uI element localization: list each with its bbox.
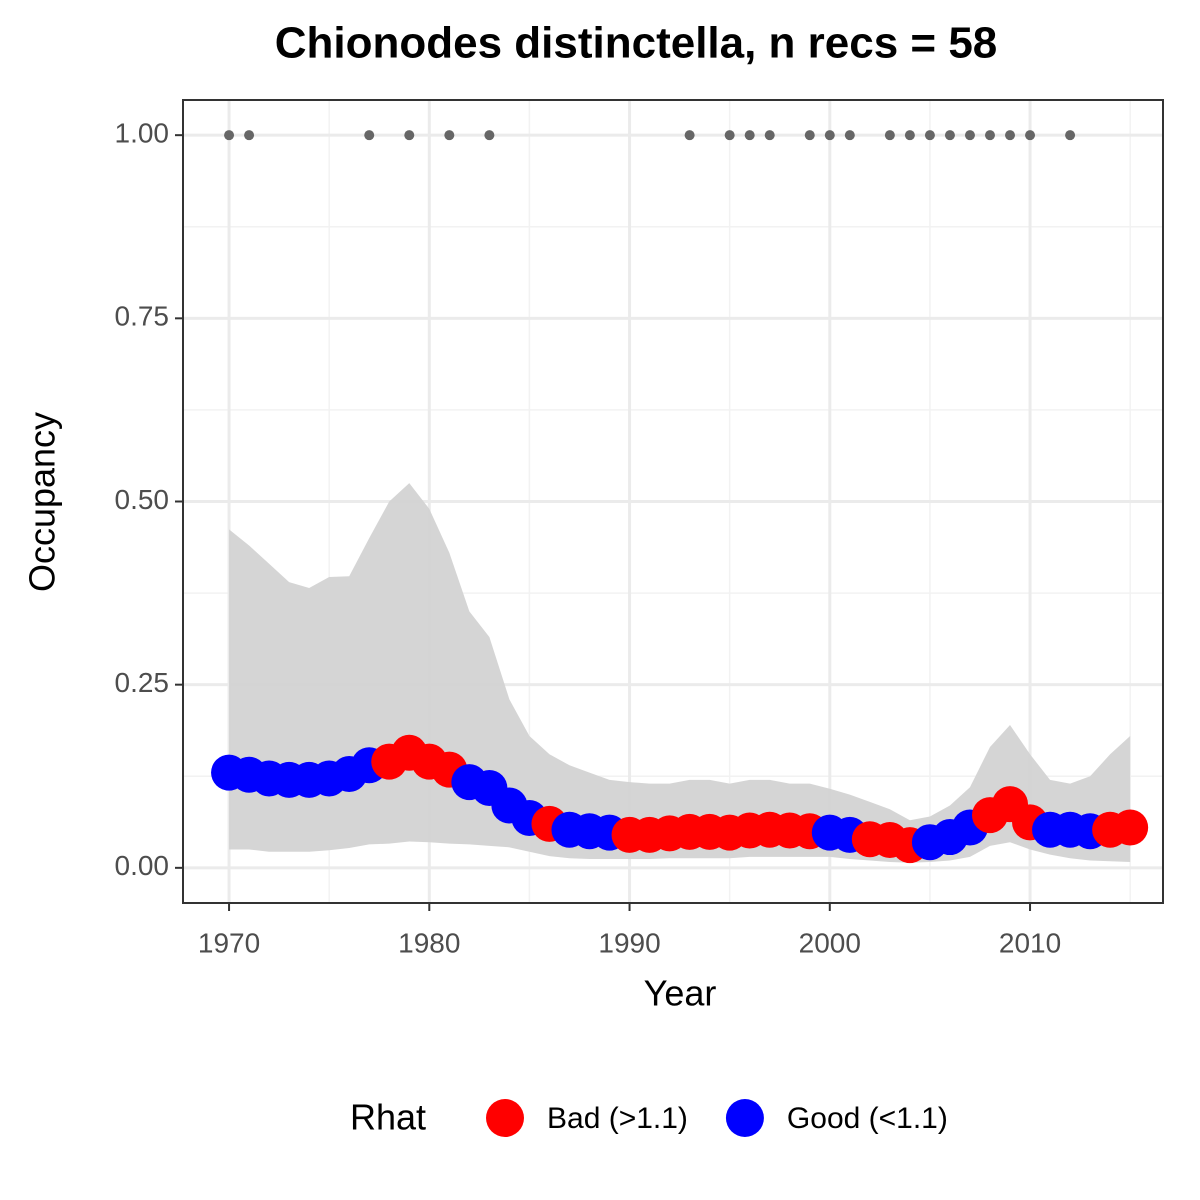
detection-point	[844, 130, 855, 141]
detection-point	[964, 130, 975, 141]
x-tick-label: 2010	[999, 927, 1061, 958]
legend-title: Rhat	[350, 1097, 426, 1138]
detection-point	[404, 130, 415, 141]
detection-point	[824, 130, 835, 141]
chart-title: Chionodes distinctella, n recs = 58	[275, 19, 998, 68]
detection-point	[984, 130, 995, 141]
detection-point	[684, 130, 695, 141]
detection-point	[244, 130, 255, 141]
x-tick-label: 1990	[598, 927, 660, 958]
detection-point	[1065, 130, 1076, 141]
y-tick-label: 0.75	[115, 301, 170, 332]
x-tick-label: 1980	[398, 927, 460, 958]
detection-point	[884, 130, 895, 141]
detection-point	[744, 130, 755, 141]
detection-point	[444, 130, 455, 141]
detection-point	[764, 130, 775, 141]
occupancy-point	[1112, 809, 1149, 846]
detection-point	[904, 130, 915, 141]
y-tick-label: 0.50	[115, 484, 170, 515]
x-axis-label: Year	[644, 973, 717, 1014]
detection-point	[1005, 130, 1016, 141]
detection-point	[484, 130, 495, 141]
y-axis-label: Occupancy	[22, 412, 63, 592]
detection-point	[924, 130, 935, 141]
detection-point	[804, 130, 815, 141]
x-tick-label: 2000	[799, 927, 861, 958]
y-tick-label: 0.00	[115, 850, 170, 881]
legend-key	[725, 1099, 764, 1137]
detection-point	[724, 130, 735, 141]
panel-border	[182, 99, 1164, 904]
detection-point	[944, 130, 955, 141]
legend-label: Bad (>1.1)	[547, 1102, 688, 1135]
y-tick-label: 1.00	[115, 118, 170, 149]
legend-key	[486, 1099, 524, 1137]
x-tick-label: 1970	[198, 927, 260, 958]
legend-label: Good (<1.1)	[787, 1102, 948, 1135]
y-tick-label: 0.25	[115, 667, 170, 698]
detection-point	[1025, 130, 1036, 141]
detection-point	[224, 130, 235, 141]
detection-point	[364, 130, 375, 141]
